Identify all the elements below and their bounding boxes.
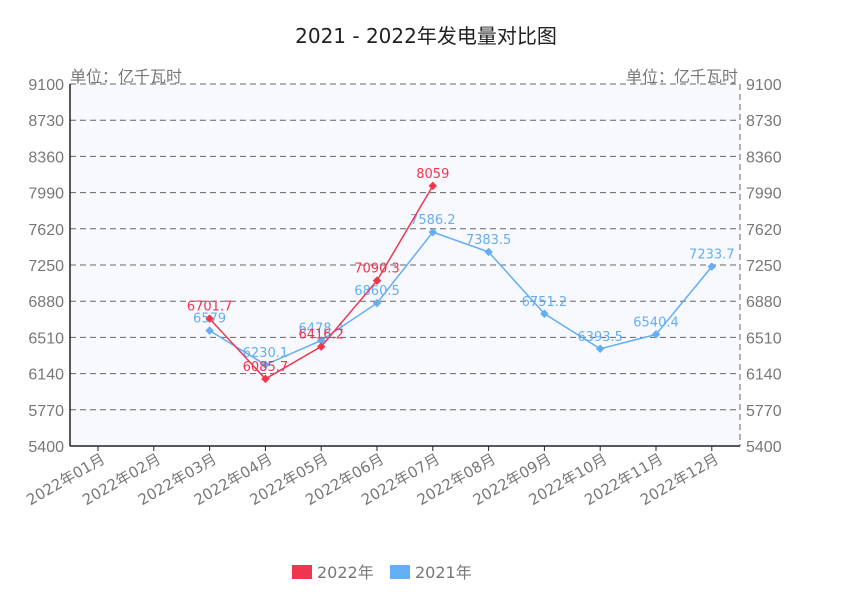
y-tick-right: 7250 [746, 258, 782, 275]
legend-swatch [292, 565, 312, 579]
y-tick-left: 6140 [28, 367, 64, 384]
data-point [595, 344, 605, 354]
y-tick-left: 7620 [28, 222, 64, 239]
y-tick-right: 5770 [746, 403, 782, 420]
y-tick-right: 6140 [746, 367, 782, 384]
data-point [205, 314, 214, 323]
data-point [372, 276, 382, 285]
data-label: 6393.5 [577, 330, 623, 345]
y-tick-right: 8360 [746, 149, 782, 166]
y-tick-left: 6880 [28, 294, 64, 311]
chart-title: 2021 - 2022年发电量对比图 [295, 24, 557, 48]
y-axis-label-right: 单位：亿千瓦时 [626, 67, 738, 86]
legend-label: 2021年 [415, 563, 472, 582]
legend-label: 2022年 [317, 563, 374, 582]
y-tick-right: 5400 [746, 439, 782, 456]
data-label: 6540.4 [633, 315, 679, 330]
data-label: 7090.3 [354, 262, 400, 277]
data-label: 6860.5 [354, 284, 400, 299]
y-tick-left: 8360 [28, 149, 64, 166]
data-point [428, 181, 438, 191]
y-tick-left: 5400 [28, 439, 64, 456]
y-tick-right: 8730 [746, 113, 782, 130]
y-tick-left: 9100 [28, 77, 64, 94]
data-point [540, 309, 549, 319]
data-label: 6416.2 [298, 328, 344, 343]
data-label: 6751.2 [522, 295, 568, 310]
y-tick-left: 7250 [28, 258, 64, 275]
y-tick-right: 7620 [746, 222, 782, 239]
y-tick-right: 9100 [746, 77, 782, 94]
data-point [428, 227, 438, 237]
data-label: 7586.2 [410, 213, 456, 228]
data-label: 6701.7 [187, 300, 233, 315]
data-point [484, 247, 493, 257]
data-point [372, 298, 382, 308]
y-tick-right: 6510 [746, 330, 782, 347]
data-point [261, 374, 270, 384]
data-point [316, 336, 326, 345]
y-tick-left: 7990 [28, 186, 64, 203]
data-label: 7233.7 [689, 248, 735, 263]
y-axis-label-left: 单位：亿千瓦时 [70, 67, 182, 86]
series-line [209, 231, 713, 366]
data-label: 6085.7 [243, 360, 289, 375]
data-point [707, 262, 717, 271]
data-label: 6230.1 [243, 346, 289, 361]
data-label: 7383.5 [466, 233, 512, 248]
data-point [205, 326, 214, 335]
legend-swatch [390, 565, 410, 579]
y-tick-right: 7990 [746, 186, 782, 203]
y-tick-left: 6510 [28, 330, 64, 347]
y-tick-left: 5770 [28, 403, 64, 420]
y-tick-right: 6880 [746, 294, 782, 311]
data-label: 8059 [416, 167, 449, 182]
data-point [316, 342, 326, 351]
y-tick-left: 8730 [28, 113, 64, 130]
data-point [261, 360, 270, 370]
data-point [651, 330, 661, 339]
